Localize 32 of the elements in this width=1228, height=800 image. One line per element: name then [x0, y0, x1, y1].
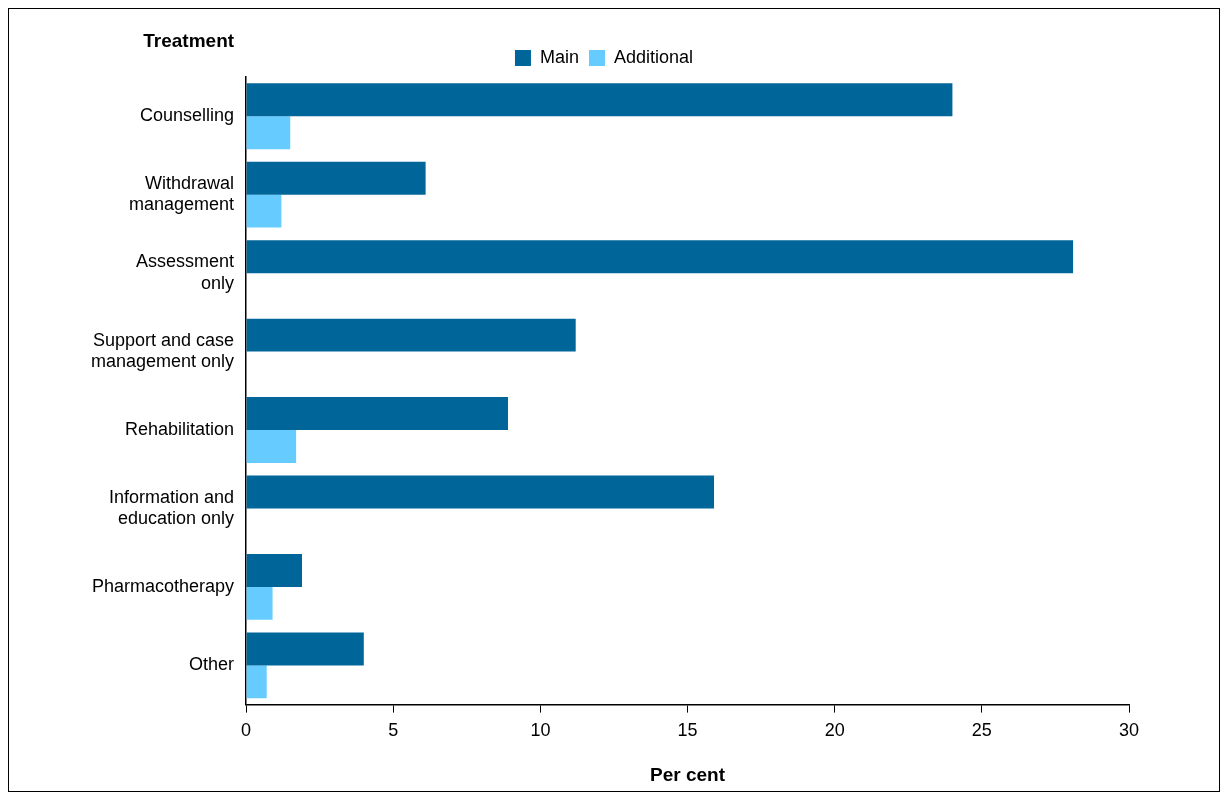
y-axis-title: Treatment — [143, 30, 235, 52]
y-tick-label: Counselling — [140, 105, 235, 126]
y-tick-label: Pharmacotherapy — [92, 575, 235, 596]
bar — [246, 475, 715, 509]
bar — [246, 397, 509, 431]
bar — [246, 194, 282, 228]
legend-label: Main — [539, 46, 579, 67]
x-tick-label: 20 — [824, 720, 845, 741]
y-tick-label: Rehabilitation — [125, 418, 235, 439]
y-tick-label: Assessment only — [136, 251, 235, 293]
x-tick-label: 25 — [971, 720, 992, 741]
x-tick-label: 30 — [1118, 720, 1140, 741]
y-tick-label: Information and education only — [109, 486, 235, 529]
x-tick-label: 10 — [530, 720, 551, 741]
y-tick-label: Support and case management only — [90, 329, 235, 372]
bar — [246, 553, 302, 587]
bar — [246, 632, 364, 666]
y-tick-label: Withdrawal management — [129, 172, 235, 215]
bar — [246, 161, 426, 195]
x-tick-label: 15 — [677, 720, 698, 741]
bar — [246, 240, 1074, 274]
bar — [246, 318, 576, 352]
x-tick-label: 5 — [388, 720, 399, 741]
bar — [246, 83, 953, 117]
bar — [246, 116, 291, 150]
x-axis-title: Per cent — [650, 763, 726, 785]
bar — [246, 430, 297, 463]
y-tick-label: Other — [189, 654, 235, 675]
bar — [246, 665, 267, 699]
x-tick-label: 0 — [241, 720, 252, 741]
bar — [246, 586, 273, 620]
legend-label: Additional — [613, 46, 694, 67]
